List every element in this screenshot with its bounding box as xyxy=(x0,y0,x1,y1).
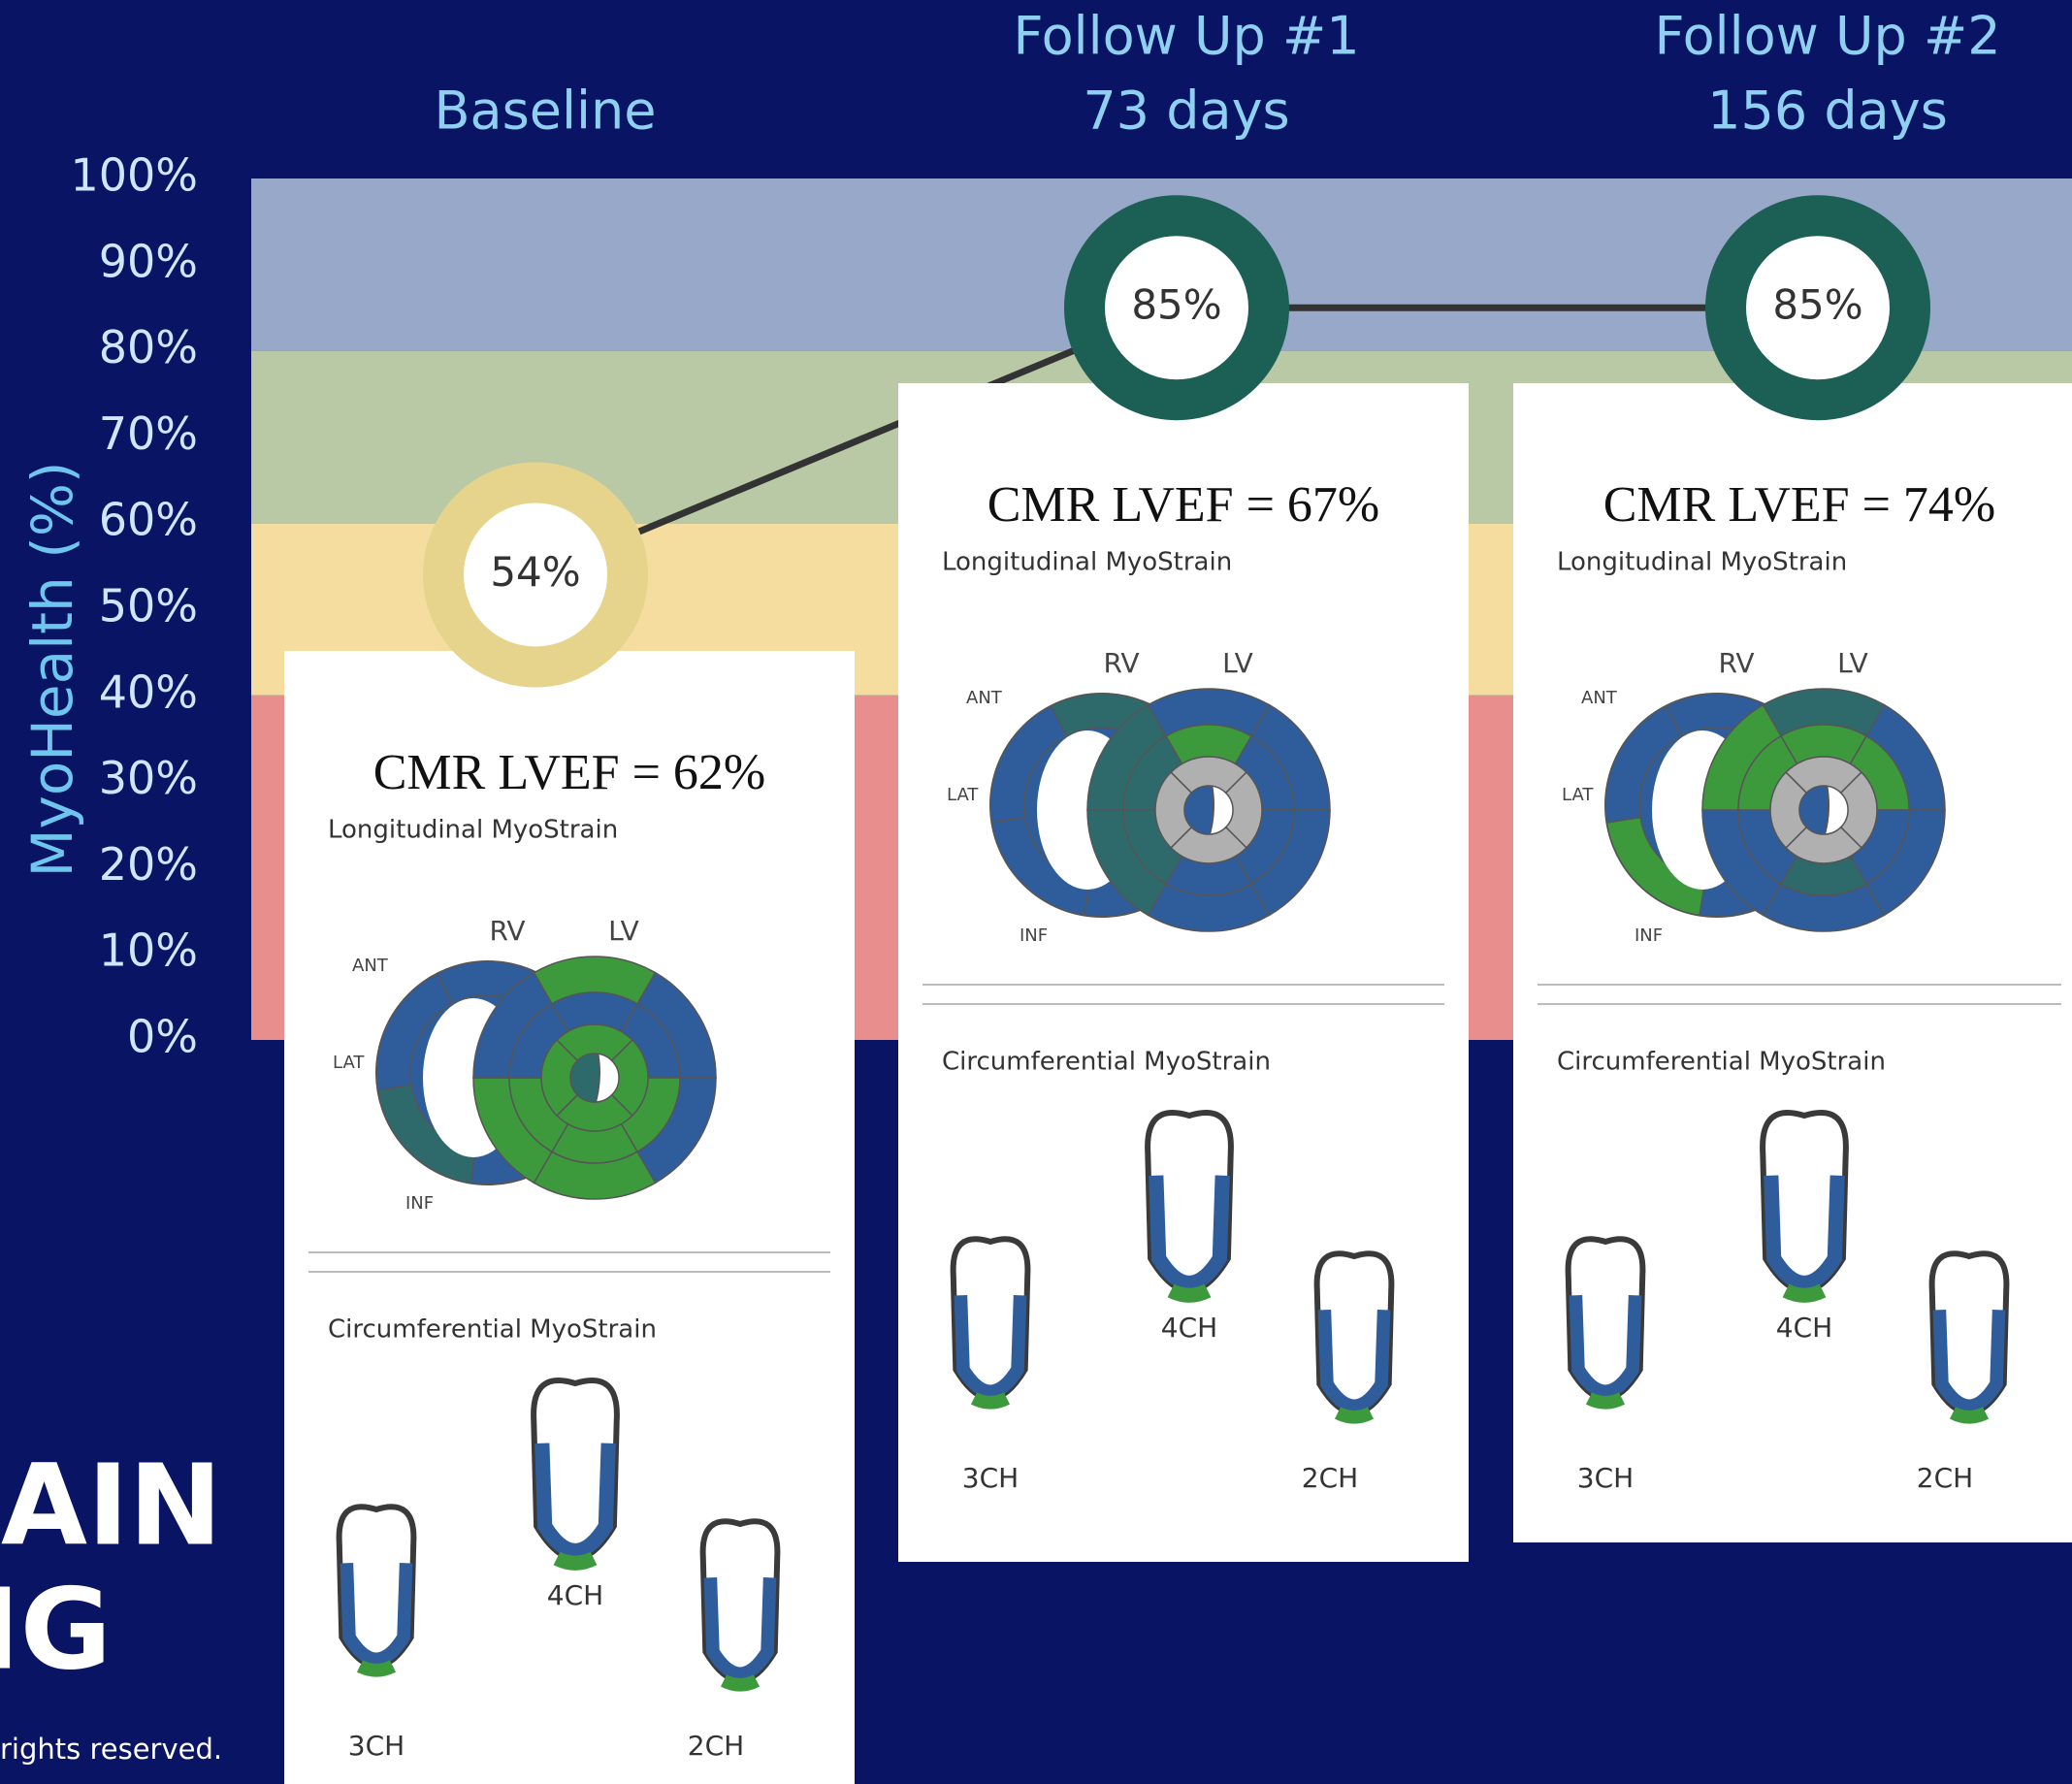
section-title: Circumferential MyoStrain xyxy=(1557,1048,1886,1077)
heart-segment xyxy=(1585,1392,1626,1410)
ant-label: ANT xyxy=(966,688,1003,708)
view-label: 2CH xyxy=(1302,1462,1358,1494)
x-category-label: Follow Up #2 xyxy=(1654,6,2000,67)
y-axis-label: MyoHealth (%) xyxy=(19,461,85,877)
data-label: 54% xyxy=(490,548,580,596)
footer: RAIN NG rights reserved. xyxy=(0,1442,222,1766)
points-layer: 54% 85% 85% xyxy=(423,195,1930,688)
heart-wall xyxy=(954,1295,1027,1398)
y-tick-label: 10% xyxy=(99,924,198,977)
lv-segment xyxy=(1154,771,1193,849)
x-category-note: 73 days xyxy=(1083,81,1289,142)
cards-layer: CMR LVEF = 62% Longitudinal MyoStrain RV LV… xyxy=(284,383,2072,1784)
section-title: Circumferential MyoStrain xyxy=(328,1315,657,1345)
inf-label: INF xyxy=(405,1193,434,1214)
data-label: 85% xyxy=(1772,281,1862,329)
lvef-title: CMR LVEF = 62% xyxy=(373,745,765,800)
view-label: 4CH xyxy=(1776,1312,1832,1344)
footer-title: RAIN xyxy=(0,1442,222,1572)
card: CMR LVEF = 74% Longitudinal MyoStrain RV LV… xyxy=(1513,383,2072,1542)
lv-segment xyxy=(1769,771,1808,849)
y-tick-label: 0% xyxy=(127,1011,198,1063)
heart-segment xyxy=(356,1660,397,1677)
heart-wall xyxy=(1317,1310,1391,1412)
heart-wall xyxy=(1569,1295,1642,1398)
card: CMR LVEF = 67% Longitudinal MyoStrain RV LV… xyxy=(898,383,1469,1562)
data-point xyxy=(1705,195,1930,421)
view-label: 4CH xyxy=(547,1579,603,1611)
rv-label: RV xyxy=(1103,647,1139,679)
section-title: Longitudinal MyoStrain xyxy=(328,816,618,845)
lat-label: LAT xyxy=(333,1053,365,1073)
x-category-label: Follow Up #1 xyxy=(1013,6,1359,67)
heart-wall xyxy=(703,1577,777,1680)
heart-segment xyxy=(720,1674,761,1692)
heart-wall xyxy=(1149,1175,1230,1290)
view-label: 2CH xyxy=(1917,1462,1973,1494)
view-label: 2CH xyxy=(688,1730,744,1762)
data-label: 85% xyxy=(1131,281,1221,329)
lv-segment xyxy=(540,1039,579,1117)
heart-segment xyxy=(1167,1283,1212,1303)
ant-label: ANT xyxy=(1581,688,1618,708)
heart-segment xyxy=(1782,1283,1827,1303)
lat-label: LAT xyxy=(1562,785,1594,805)
rv-label: RV xyxy=(489,915,525,947)
data-point xyxy=(423,462,648,688)
section-title: Longitudinal MyoStrain xyxy=(942,548,1232,577)
section-title: Circumferential MyoStrain xyxy=(942,1048,1271,1077)
heart-wall xyxy=(340,1563,413,1666)
view-label: 4CH xyxy=(1161,1312,1217,1344)
y-tick-label: 80% xyxy=(99,321,198,373)
ant-label: ANT xyxy=(352,956,389,976)
heart-wall xyxy=(1764,1175,1845,1290)
heart-wall xyxy=(1932,1310,2006,1412)
footer-title: NG xyxy=(0,1566,112,1696)
lvef-title: CMR LVEF = 67% xyxy=(987,477,1379,533)
y-tick-label: 90% xyxy=(99,235,198,287)
heart-wall xyxy=(534,1443,616,1558)
x-category-note: 156 days xyxy=(1707,81,1948,142)
heart-segment xyxy=(1334,1407,1375,1424)
lat-label: LAT xyxy=(947,785,979,805)
y-tick-label: 50% xyxy=(99,580,198,633)
y-tick-label: 20% xyxy=(99,838,198,891)
heart-segment xyxy=(1949,1407,1990,1424)
lv-label: LV xyxy=(1222,647,1253,679)
heart-segment xyxy=(553,1551,598,1571)
axes-layer: 0% 10% 20% 30% 40% 50% 60% 70% 80% 90% 100% MyoHeal… xyxy=(19,6,2000,1063)
x-category-label: Baseline xyxy=(435,81,657,142)
lvef-title: CMR LVEF = 74% xyxy=(1603,477,1995,533)
lv-label: LV xyxy=(608,915,639,947)
card: CMR LVEF = 62% Longitudinal MyoStrain RV LV… xyxy=(284,651,855,1784)
inf-label: INF xyxy=(1635,925,1663,946)
rv-label: RV xyxy=(1718,647,1754,679)
view-label: 3CH xyxy=(962,1462,1019,1494)
lv-label: LV xyxy=(1837,647,1868,679)
y-tick-label: 60% xyxy=(99,494,198,546)
y-tick-label: 70% xyxy=(99,407,198,460)
y-tick-label: 40% xyxy=(99,665,198,718)
y-tick-label: 100% xyxy=(70,149,198,202)
y-tick-label: 30% xyxy=(99,752,198,804)
heart-segment xyxy=(970,1392,1011,1410)
copyright: rights reserved. xyxy=(0,1733,222,1766)
view-label: 3CH xyxy=(348,1730,405,1762)
section-title: Longitudinal MyoStrain xyxy=(1557,548,1847,577)
inf-label: INF xyxy=(1020,925,1048,946)
data-point xyxy=(1064,195,1289,421)
view-label: 3CH xyxy=(1577,1462,1634,1494)
